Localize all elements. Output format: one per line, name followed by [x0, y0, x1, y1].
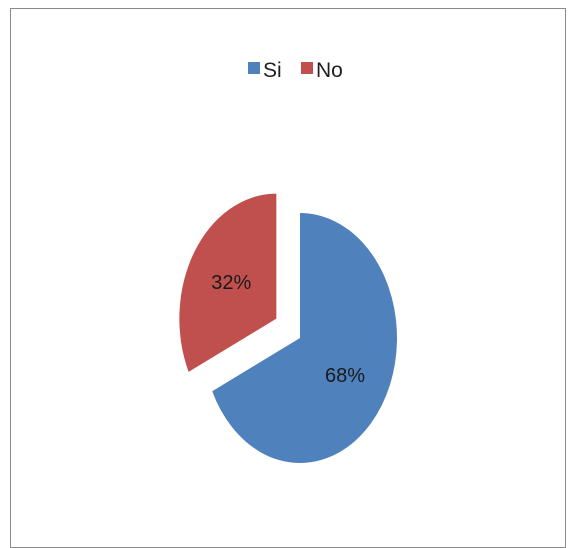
legend-swatch-si: [248, 62, 260, 74]
pie-slice-si: [212, 213, 397, 463]
legend-label-no: No: [316, 59, 343, 82]
legend-label-si: Si: [263, 59, 282, 82]
legend: Si No: [248, 59, 343, 82]
pie-labels: 68% 32%: [211, 272, 365, 387]
legend-swatch-no: [301, 62, 313, 74]
slice-label-si: 68%: [325, 365, 365, 387]
pie-slice-no: [179, 193, 277, 372]
slice-label-no: 32%: [211, 272, 251, 294]
pie-slices: [179, 193, 397, 463]
